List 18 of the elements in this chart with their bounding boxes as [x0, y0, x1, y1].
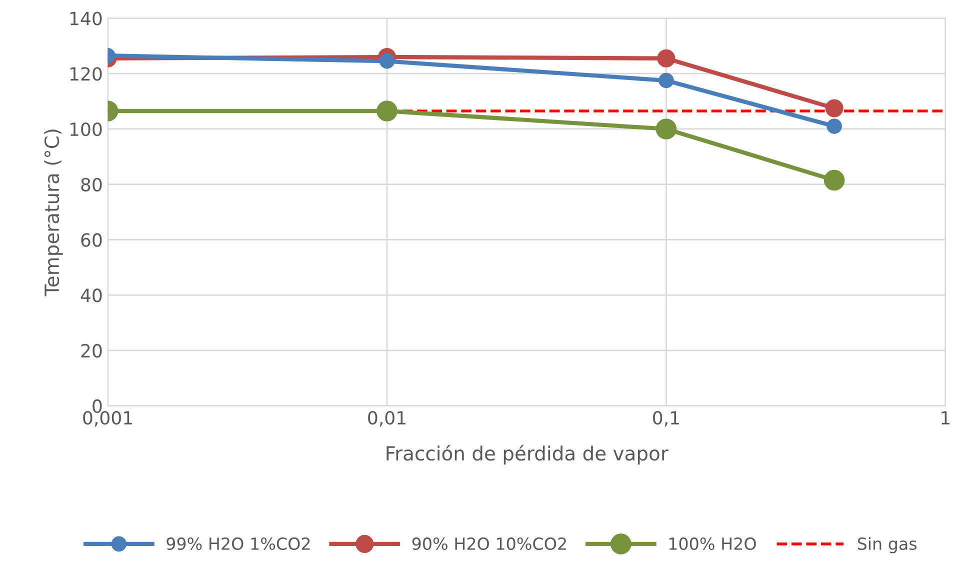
legend-label: Sin gas [858, 537, 917, 554]
legend-label: 99% H2O 1%CO2 [166, 537, 310, 550]
legend-label: 100% H2O [669, 537, 756, 550]
y-tick-label: 40 [80, 288, 102, 302]
y-tick-label: 80 [81, 178, 102, 192]
y-tick-label: 140 [70, 12, 102, 26]
y-tick-label: 0 [92, 399, 102, 413]
x-axis-title: Fracción de pérdida de vapor [386, 444, 668, 464]
y-axis-title: Temperatura (°C) [44, 130, 63, 296]
x-tick-label: 0,1 [653, 411, 679, 427]
legend-label: 90% H2O 10%CO2 [412, 537, 566, 550]
y-tick-label: 60 [81, 233, 102, 247]
y-tick-label: 120 [70, 67, 102, 81]
y-tick-label: 100 [70, 122, 102, 136]
x-tick-label: 0,001 [83, 411, 132, 427]
x-tick-label: 0,01 [368, 411, 406, 427]
x-tick-label: 1 [942, 411, 950, 424]
y-tick-label: 20 [81, 344, 102, 358]
